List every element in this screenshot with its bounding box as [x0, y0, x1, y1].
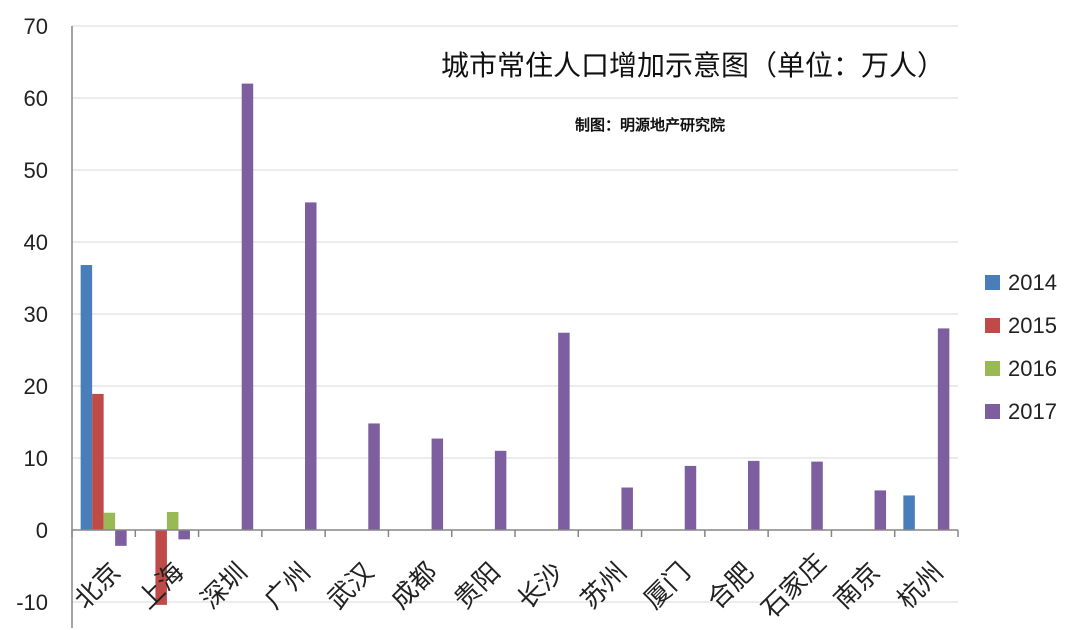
bar — [874, 490, 887, 530]
bar — [431, 438, 444, 530]
bar — [155, 530, 167, 605]
bar — [558, 332, 570, 530]
y-tick-label: 50 — [24, 158, 48, 183]
x-tick-label: 广州 — [259, 557, 317, 615]
bar — [368, 423, 380, 530]
bar — [166, 512, 179, 530]
x-tick-label: 武汉 — [322, 557, 380, 615]
y-tick-label: 0 — [36, 518, 48, 543]
bars — [80, 83, 950, 605]
legend-label: 2016 — [1008, 356, 1057, 381]
legend-swatch — [985, 404, 1000, 419]
bar — [494, 450, 507, 530]
x-tick-label: 贵阳 — [449, 557, 507, 615]
bar — [937, 328, 950, 530]
axes — [71, 26, 959, 628]
x-tick-label: 南京 — [828, 557, 886, 615]
bar — [80, 265, 93, 530]
legend-label: 2017 — [1008, 399, 1057, 424]
y-tick-label: 70 — [24, 14, 48, 39]
legend-swatch — [985, 361, 1000, 376]
bar — [748, 460, 760, 530]
y-tick-label: 20 — [24, 374, 48, 399]
x-tick-label: 石家庄 — [756, 548, 832, 624]
bar — [115, 530, 127, 546]
bar — [811, 461, 823, 530]
x-tick-label: 合肥 — [702, 557, 760, 615]
chart-subtitle: 制图：明源地产研究院 — [575, 116, 725, 134]
y-tick-label: 30 — [24, 302, 48, 327]
x-tick-label: 杭州 — [892, 557, 950, 615]
x-tick-label: 长沙 — [512, 557, 570, 615]
legend-swatch — [985, 275, 1000, 290]
x-tick-label: 苏州 — [575, 557, 633, 615]
bar — [305, 202, 317, 530]
gridlines — [72, 25, 958, 603]
bar — [903, 495, 915, 530]
legend-label: 2014 — [1008, 270, 1057, 295]
legend-label: 2015 — [1008, 313, 1057, 338]
bar — [178, 530, 190, 540]
y-tick-label: 40 — [24, 230, 48, 255]
bar — [103, 512, 116, 530]
bar — [684, 465, 697, 530]
legend-swatch — [985, 318, 1000, 333]
x-tick-label: 北京 — [69, 557, 127, 615]
y-tick-label: 60 — [24, 86, 48, 111]
y-axis-tick-labels: -10 0 10 20 30 40 50 60 70 — [16, 14, 48, 615]
x-tick-label: 上海 — [132, 557, 190, 615]
x-tick-label: 成都 — [385, 557, 443, 615]
chart-title: 城市常住人口增加示意图（单位：万人） — [441, 49, 945, 82]
bar — [621, 487, 633, 530]
bar — [241, 83, 254, 530]
x-tick-label: 厦门 — [639, 557, 697, 615]
legend: 2014 2015 2016 2017 — [985, 270, 1057, 424]
y-tick-label: -10 — [16, 590, 48, 615]
bar — [92, 393, 104, 530]
y-tick-label: 10 — [24, 446, 48, 471]
x-tick-label: 深圳 — [196, 557, 254, 615]
